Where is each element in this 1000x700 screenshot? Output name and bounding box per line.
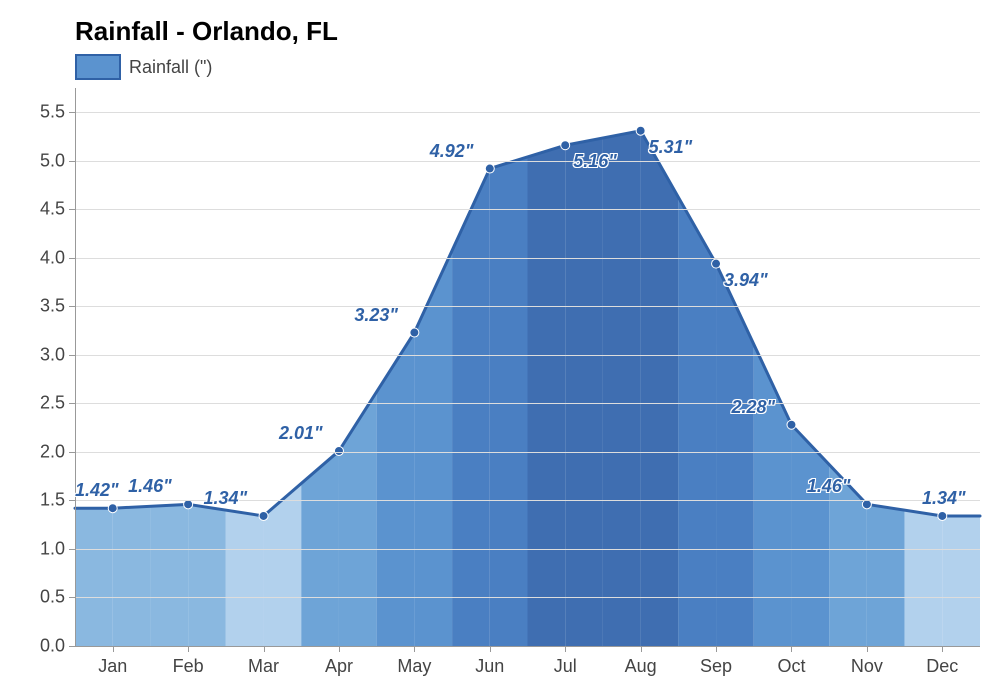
- y-tick-label: 0.0: [40, 636, 75, 657]
- chart-svg: [75, 88, 980, 646]
- x-tick-label: Nov: [851, 646, 883, 677]
- data-label: 1.34": [204, 488, 248, 509]
- gridline: [75, 452, 980, 453]
- data-point: [712, 259, 721, 268]
- data-point: [561, 141, 570, 150]
- x-tick-label: Apr: [325, 646, 353, 677]
- data-label: 2.28": [731, 397, 775, 418]
- data-label: 5.31": [649, 137, 693, 158]
- data-point: [636, 126, 645, 135]
- y-tick-label: 3.5: [40, 296, 75, 317]
- area-segment: [113, 506, 151, 646]
- y-tick-label: 3.0: [40, 344, 75, 365]
- y-tick-label: 4.0: [40, 247, 75, 268]
- area-segment: [678, 197, 716, 646]
- area-segment: [565, 138, 603, 646]
- x-axis-line: [75, 646, 980, 647]
- area-segment: [414, 251, 452, 646]
- chart-title: Rainfall - Orlando, FL: [75, 16, 338, 47]
- area-segment: [528, 145, 566, 646]
- area-segment: [867, 504, 905, 646]
- gridline: [75, 209, 980, 210]
- gridline: [75, 161, 980, 162]
- x-tick-label: Jun: [475, 646, 504, 677]
- data-point: [787, 420, 796, 429]
- x-tick-label: May: [397, 646, 431, 677]
- gridline: [75, 549, 980, 550]
- y-tick-label: 5.0: [40, 150, 75, 171]
- legend-label: Rainfall ("): [129, 57, 212, 78]
- gridline: [75, 258, 980, 259]
- chart-container: Rainfall - Orlando, FL Rainfall (") 0.00…: [0, 0, 1000, 700]
- area-segment: [603, 131, 641, 646]
- area-segment: [264, 483, 302, 646]
- data-label: 1.42": [75, 480, 119, 501]
- x-tick-label: Oct: [777, 646, 805, 677]
- area-segment: [942, 516, 980, 646]
- y-tick-label: 2.0: [40, 441, 75, 462]
- y-tick-label: 0.5: [40, 587, 75, 608]
- x-tick-label: Dec: [926, 646, 958, 677]
- gridline: [75, 597, 980, 598]
- y-tick-label: 1.0: [40, 538, 75, 559]
- y-tick-label: 1.5: [40, 490, 75, 511]
- x-tick-label: Feb: [173, 646, 204, 677]
- area-segment: [490, 157, 528, 646]
- gridline: [75, 403, 980, 404]
- area-segment: [75, 508, 113, 646]
- area-segment: [716, 264, 754, 646]
- legend-swatch: [75, 54, 121, 80]
- data-label: 3.23": [354, 305, 398, 326]
- x-tick-label: Mar: [248, 646, 279, 677]
- data-label: 1.46": [807, 476, 851, 497]
- area-segment: [226, 510, 264, 646]
- x-tick-label: Aug: [625, 646, 657, 677]
- area-segment: [339, 392, 377, 646]
- area-segment: [377, 333, 415, 646]
- data-point: [485, 164, 494, 173]
- plot-area: 0.00.51.01.52.02.53.03.54.04.55.05.5JanF…: [75, 88, 980, 646]
- data-point: [108, 504, 117, 513]
- area-segment: [150, 504, 188, 646]
- data-label: 2.01": [279, 423, 323, 444]
- y-tick-label: 2.5: [40, 393, 75, 414]
- area-segment: [188, 504, 226, 646]
- data-point: [938, 511, 947, 520]
- gridline: [75, 306, 980, 307]
- data-point: [410, 328, 419, 337]
- gridline: [75, 355, 980, 356]
- area-segment: [641, 131, 679, 646]
- data-label: 1.34": [922, 488, 966, 509]
- data-point: [259, 511, 268, 520]
- area-segment: [754, 344, 792, 646]
- gridline: [75, 112, 980, 113]
- y-tick-label: 4.5: [40, 199, 75, 220]
- data-label: 1.46": [128, 476, 172, 497]
- x-tick-label: Jan: [98, 646, 127, 677]
- y-tick-label: 5.5: [40, 102, 75, 123]
- x-tick-label: Jul: [554, 646, 577, 677]
- data-label: 5.16": [573, 151, 617, 172]
- y-axis-line: [75, 88, 76, 646]
- x-tick-label: Sep: [700, 646, 732, 677]
- data-label: 3.94": [724, 270, 768, 291]
- area-segment: [905, 510, 943, 646]
- data-label: 4.92": [430, 141, 474, 162]
- legend: Rainfall ("): [75, 54, 212, 80]
